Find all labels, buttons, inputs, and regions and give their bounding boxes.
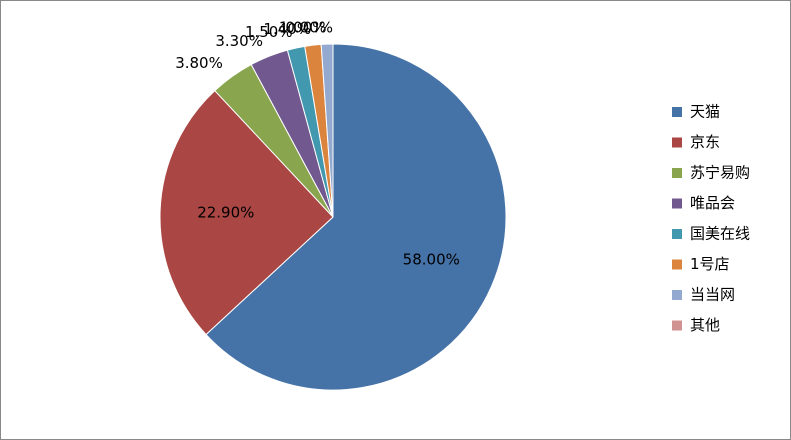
legend-swatch	[672, 198, 682, 209]
data-label: 1.50%	[245, 23, 293, 41]
data-label: 1.40%	[263, 20, 311, 38]
legend-label: 唯品会	[690, 194, 735, 212]
data-label: 22.90%	[197, 204, 254, 222]
legend-swatch	[672, 137, 682, 148]
legend-swatch	[672, 259, 682, 270]
legend-label: 国美在线	[690, 225, 750, 243]
legend-label: 其他	[690, 316, 720, 334]
data-label: 3.30%	[215, 32, 263, 50]
data-label: 0.00%	[285, 19, 333, 37]
data-label: 3.80%	[175, 54, 223, 72]
data-label: 1.00%	[279, 19, 327, 37]
legend-swatch	[672, 320, 682, 331]
legend-swatch	[672, 168, 682, 178]
legend-label: 苏宁易购	[690, 164, 750, 182]
legend-label: 当当网	[690, 286, 735, 304]
legend-label: 京东	[690, 133, 720, 151]
pie-slice	[159, 89, 334, 336]
legend-label: 1号店	[690, 255, 730, 273]
legend-swatch	[672, 229, 682, 239]
legend-swatch	[672, 107, 682, 117]
pie-slice	[205, 43, 507, 391]
legend-swatch	[672, 290, 682, 300]
legend-label: 天猫	[690, 103, 720, 121]
data-label: 58.00%	[403, 250, 460, 268]
